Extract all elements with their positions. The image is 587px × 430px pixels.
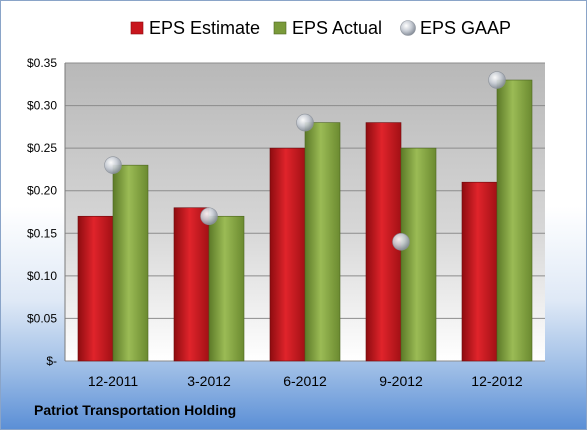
legend-swatch-gaap [400,20,416,36]
y-tick-label: $0.05 [27,311,57,325]
y-axis: $- $0.05 $0.10 $0.15 $0.20 $0.25 $0.30 $0.35 [27,56,66,368]
company-name: Patriot Transportation Holding [34,402,237,418]
gaap-point-12-2011 [104,156,122,174]
estimate-bar-12-2012 [461,181,498,362]
x-tick-label: 12-2011 [88,373,139,389]
y-tick-label: $0.35 [27,56,57,70]
actual-bar-12-2012 [496,79,533,362]
x-axis: 12-2011 3-2012 6-2012 9-2012 12-2012 [88,373,523,389]
gaap-points [104,71,506,251]
actual-bar-3-2012 [208,215,245,362]
bars [77,79,533,362]
x-tick-label: 6-2012 [283,373,327,389]
legend: EPS Estimate EPS Actual EPS GAAP [130,18,511,38]
x-tick-label: 12-2012 [471,373,523,389]
y-tick-label: $0.25 [27,141,57,155]
legend-swatch-estimate [130,21,144,35]
gaap-point-9-2012 [392,233,410,251]
estimate-bar-6-2012 [269,147,306,362]
estimate-bar-3-2012 [173,207,210,362]
legend-label: EPS Actual [292,18,382,38]
y-tick-label: $0.10 [27,269,57,283]
gaap-point-12-2012 [488,71,506,89]
actual-bar-12-2011 [112,164,149,362]
gaap-point-6-2012 [296,113,314,132]
legend-label: EPS Estimate [149,18,260,38]
x-tick-label: 9-2012 [379,373,423,389]
legend-label: EPS GAAP [420,18,511,38]
estimate-bar-12-2011 [77,215,114,362]
actual-bar-9-2012 [400,147,437,362]
x-tick-label: 3-2012 [187,373,231,389]
gaap-point-3-2012 [200,207,218,226]
legend-swatch-actual [273,21,287,35]
y-tick-label: $0.20 [27,184,57,198]
y-tick-label: $0.15 [27,226,57,240]
y-tick-label: $0.30 [27,99,57,113]
actual-bar-6-2012 [304,122,341,362]
y-tick-label: $- [46,354,57,368]
